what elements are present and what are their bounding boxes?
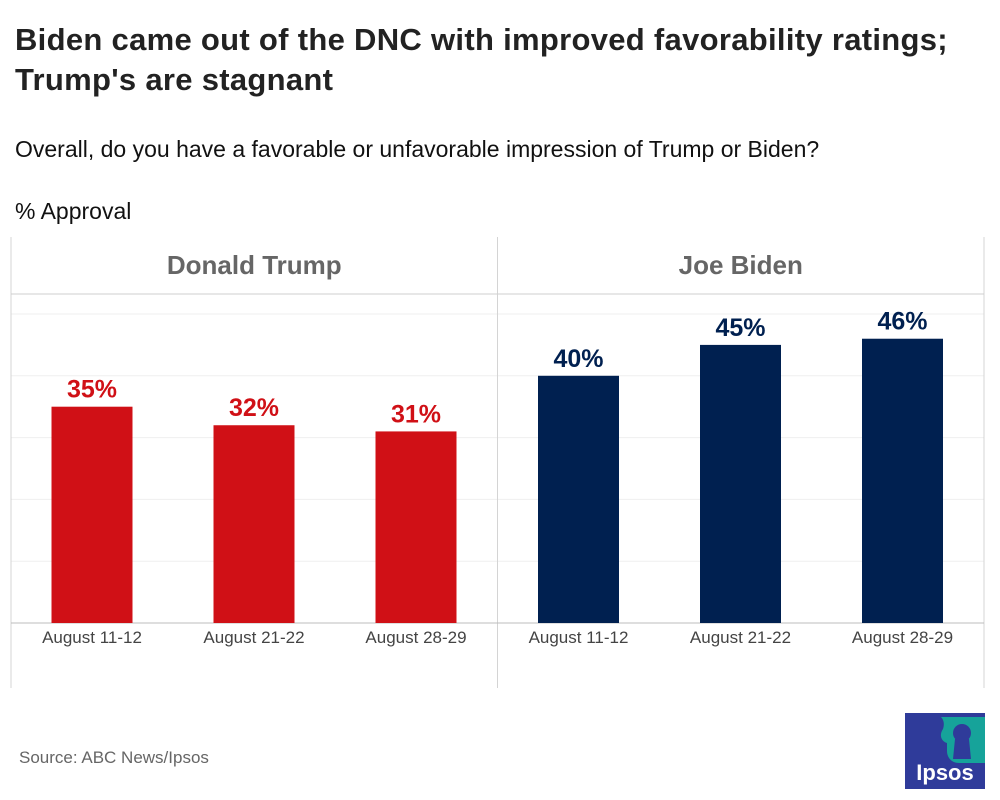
bar	[538, 375, 619, 623]
bar	[700, 344, 781, 623]
ipsos-logo-text: Ipsos	[916, 760, 973, 785]
bar	[862, 338, 943, 623]
data-label: 31%	[391, 400, 441, 428]
x-tick-label: August 21-22	[690, 628, 791, 647]
bar	[213, 425, 295, 623]
data-label: 45%	[715, 314, 765, 342]
panel-title: Donald Trump	[167, 250, 342, 280]
x-tick-label: August 28-29	[852, 628, 953, 647]
chart-subtitle: Overall, do you have a favorable or unfa…	[15, 136, 820, 162]
bar-chart: Donald Trump 35% August 11-12 32% August 21-…	[10, 237, 985, 688]
panel-title: Joe Biden	[679, 250, 803, 280]
x-tick-label: August 21-22	[203, 628, 304, 647]
units-label: % Approval	[15, 198, 132, 224]
data-label: 35%	[67, 376, 117, 404]
bar	[51, 406, 133, 623]
x-tick-label: August 11-12	[42, 628, 142, 647]
data-label: 46%	[877, 308, 927, 336]
ipsos-logo: Ipsos	[905, 713, 985, 789]
x-tick-label: August 28-29	[365, 628, 466, 647]
data-label: 40%	[553, 345, 603, 373]
data-label: 32%	[229, 394, 279, 422]
x-tick-label: August 11-12	[529, 628, 629, 647]
bar	[375, 431, 457, 623]
chart-title: Biden came out of the DNC with improved …	[15, 22, 948, 97]
source-note: Source: ABC News/Ipsos	[19, 748, 209, 767]
